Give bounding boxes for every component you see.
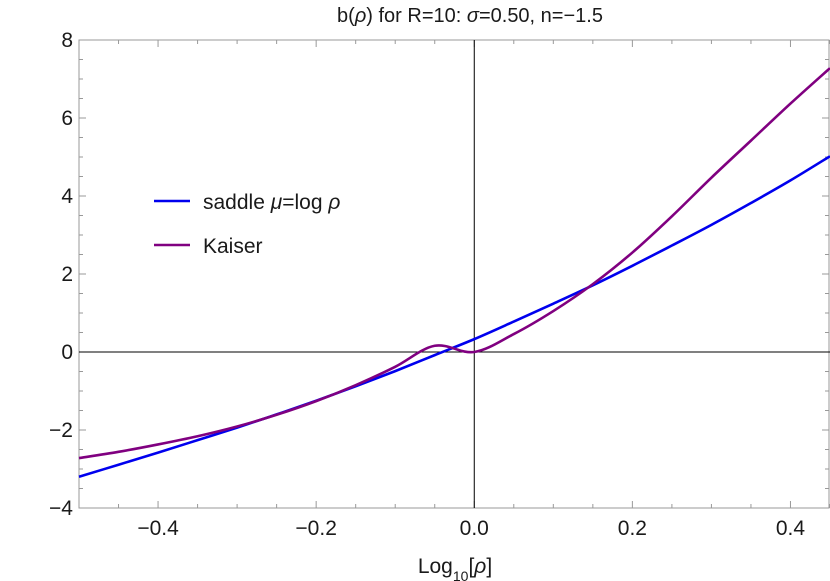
y-tick-label: 0 — [61, 341, 73, 364]
x-tick-label: 0.4 — [776, 517, 806, 540]
x-tick-label: 0.2 — [618, 517, 647, 540]
y-axis-ticks: −4 −2 0 2 4 6 8 — [49, 29, 829, 520]
y-tick-label: −2 — [49, 419, 73, 442]
x-axis-label: Log10[ρ] — [418, 555, 492, 581]
legend-item-kaiser: Kaiser — [154, 235, 263, 258]
series-group — [78, 67, 830, 479]
legend-item-saddle: saddle μ=log ρ — [154, 191, 340, 214]
series-saddle-line — [78, 155, 830, 479]
y-tick-label: 6 — [61, 107, 73, 130]
y-tick-label: −4 — [49, 497, 73, 520]
x-tick-label: −0.2 — [295, 517, 336, 540]
legend: saddle μ=log ρ Kaiser — [154, 191, 340, 258]
y-tick-label: 2 — [61, 263, 73, 286]
x-tick-label: −0.4 — [137, 517, 179, 540]
y-tick-label: 4 — [61, 185, 73, 208]
series-kaiser-line — [78, 67, 830, 460]
zero-axes — [79, 40, 830, 508]
y-tick-label: 8 — [61, 29, 73, 52]
legend-label: saddle μ=log ρ — [203, 191, 340, 214]
x-tick-label: 0.0 — [460, 517, 489, 540]
chart-title: b(ρ) for R=10: σ=0.50, n=−1.5 — [337, 5, 603, 27]
legend-label: Kaiser — [203, 235, 263, 258]
x-axis-ticks: −0.4 −0.2 0.0 0.2 0.4 — [78, 40, 830, 540]
